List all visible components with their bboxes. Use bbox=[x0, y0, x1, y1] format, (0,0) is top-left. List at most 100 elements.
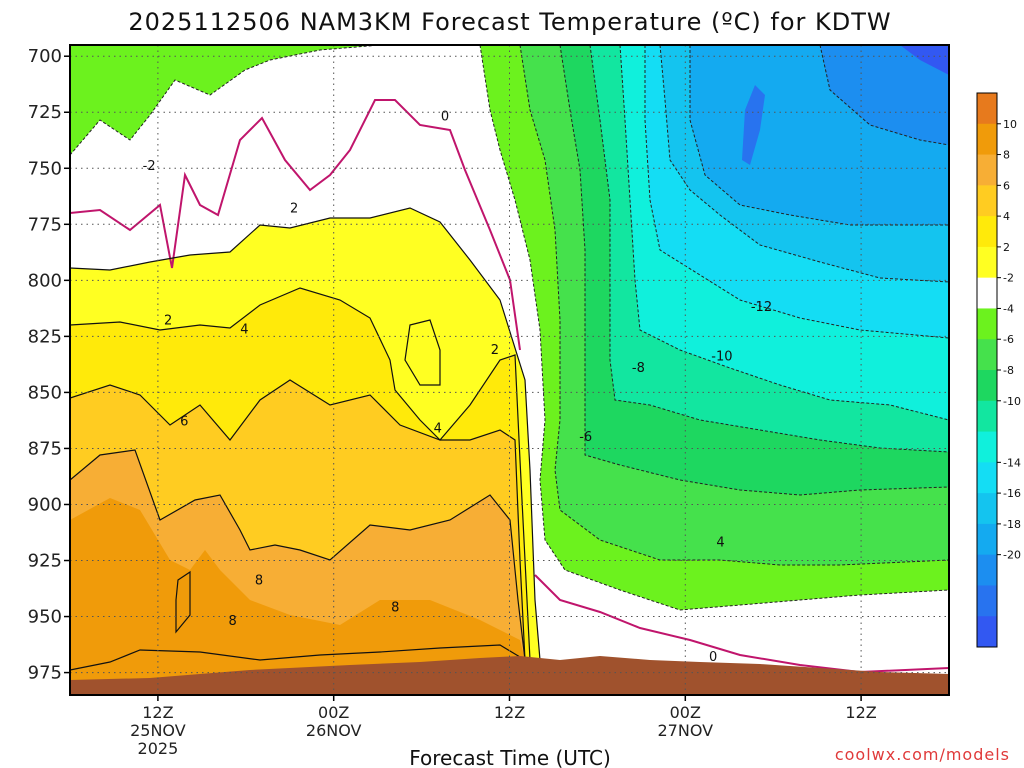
colorbar-label: -16 bbox=[1003, 487, 1021, 500]
colorbar-swatch bbox=[977, 308, 997, 340]
colorbar-swatch bbox=[977, 185, 997, 217]
colorbar-label: -14 bbox=[1003, 456, 1021, 469]
contour-label: 8 bbox=[391, 601, 399, 616]
contour-label: 8 bbox=[228, 614, 236, 629]
band-left-green-top bbox=[70, 45, 380, 155]
colorbar-label: 2 bbox=[1003, 241, 1010, 254]
y-tick-label: 975 bbox=[28, 663, 62, 684]
x-axis-label: Forecast Time (UTC) bbox=[409, 746, 611, 768]
y-tick-label: 875 bbox=[28, 438, 62, 459]
colorbar-label: 8 bbox=[1003, 149, 1010, 162]
x-tick-label: 12Z bbox=[494, 703, 525, 722]
colorbar-swatch bbox=[977, 93, 997, 125]
colorbar-swatch bbox=[977, 277, 997, 309]
colorbar-swatch bbox=[977, 216, 997, 248]
contour-label: 4 bbox=[240, 323, 248, 338]
y-tick-label: 825 bbox=[28, 326, 62, 347]
contour-minus18 bbox=[819, 45, 949, 146]
warm-pocket-contour bbox=[404, 319, 441, 386]
x-tick-label: 00Z bbox=[670, 703, 701, 722]
x-tick-label: 12Z bbox=[845, 703, 876, 722]
x-tick-label: 00Z bbox=[318, 703, 349, 722]
colorbar-swatch bbox=[977, 616, 997, 648]
y-tick-label: 750 bbox=[28, 158, 62, 179]
contour-label: -8 bbox=[632, 361, 645, 376]
x-tick-label: 2025 bbox=[138, 739, 179, 758]
colorbar-swatch bbox=[977, 493, 997, 525]
y-tick-label: 900 bbox=[28, 494, 62, 515]
contour-4 bbox=[70, 287, 531, 661]
y-tick-label: 725 bbox=[28, 102, 62, 123]
credit-text: coolwx.com/models bbox=[835, 745, 1010, 764]
contour-8 bbox=[70, 449, 526, 661]
y-axis: 700 725 750 775 800 825 850 875 900 925 950 975 bbox=[28, 46, 70, 684]
contour-label: -10 bbox=[711, 350, 732, 365]
colorbar-label: -8 bbox=[1003, 364, 1014, 377]
ground-terrain bbox=[70, 656, 949, 695]
y-tick-label: 800 bbox=[28, 270, 62, 291]
colorbar-swatch bbox=[977, 246, 997, 279]
contour-label: 8 bbox=[255, 574, 263, 589]
colorbar-swatch bbox=[977, 431, 997, 463]
contour-label: 2 bbox=[164, 314, 172, 329]
colorbar-swatch bbox=[977, 154, 997, 186]
contour-minus12 bbox=[644, 45, 949, 339]
colorbar-swatch bbox=[977, 123, 997, 156]
contour-label: -6 bbox=[579, 430, 592, 445]
colorbar: 10 8 6 4 2 -2 -4 -6 -8 -10 -14 -16 -18 -20 bbox=[976, 92, 1021, 648]
x-tick-label: 27NOV bbox=[658, 721, 714, 740]
colorbar-label: -2 bbox=[1003, 272, 1014, 285]
contour-minus8 bbox=[589, 45, 949, 453]
colorbar-swatch bbox=[977, 523, 997, 556]
contour-6 bbox=[70, 379, 526, 661]
colorbar-label: 10 bbox=[1003, 118, 1017, 131]
contour-label: 4 bbox=[434, 421, 442, 436]
y-tick-label: 775 bbox=[28, 214, 62, 235]
plot-area: 0 0 -2 2 2 2 4 4 4 6 8 8 8 -6 -8 -10 -12 bbox=[70, 45, 949, 695]
colorbar-label: -4 bbox=[1003, 302, 1014, 315]
contour-label: 0 bbox=[709, 650, 717, 665]
colorbar-label: -18 bbox=[1003, 518, 1021, 531]
y-tick-label: 700 bbox=[28, 46, 62, 67]
band-minus20-below bbox=[900, 45, 949, 75]
chart-title: 2025112506 NAM3KM Forecast Temperature (… bbox=[128, 8, 891, 36]
contour-10 bbox=[70, 644, 526, 671]
colorbar-label: -6 bbox=[1003, 333, 1014, 346]
contour-label: 4 bbox=[716, 536, 724, 551]
contour-minus6 bbox=[559, 45, 949, 496]
x-tick-label: 25NOV bbox=[130, 721, 186, 740]
contour-minus14 bbox=[659, 45, 949, 283]
y-tick-label: 925 bbox=[28, 551, 62, 572]
contour-minus4 bbox=[519, 45, 949, 566]
contour-label: -2 bbox=[143, 159, 156, 174]
contour-labels: 0 0 -2 2 2 2 4 4 4 6 8 8 8 -6 -8 -10 -12 bbox=[143, 110, 772, 665]
contour-minus2 bbox=[479, 45, 949, 611]
contour-minus10 bbox=[619, 45, 949, 421]
colorbar-swatch bbox=[977, 370, 997, 402]
colorbar-swatch bbox=[977, 554, 997, 586]
colorbar-label: -20 bbox=[1003, 549, 1021, 562]
grid-lines bbox=[70, 45, 949, 695]
warm-pocket-small bbox=[175, 570, 191, 634]
contour-label: 2 bbox=[290, 202, 298, 217]
y-tick-label: 950 bbox=[28, 607, 62, 628]
band-minus18-minus20 bbox=[820, 45, 949, 145]
colorbar-label: 4 bbox=[1003, 210, 1010, 223]
colorbar-swatch bbox=[977, 462, 997, 494]
contour-minus16 bbox=[689, 45, 949, 226]
x-tick-label: 26NOV bbox=[306, 721, 362, 740]
zero-contour-upper bbox=[70, 99, 521, 351]
colorbar-label: 6 bbox=[1003, 179, 1010, 192]
contour-minus2-left bbox=[70, 45, 381, 156]
contour-label: 6 bbox=[180, 415, 188, 430]
contour-label: 2 bbox=[491, 343, 499, 358]
colorbar-label: -10 bbox=[1003, 395, 1021, 408]
x-tick-label: 12Z bbox=[142, 703, 173, 722]
colorbar-swatch bbox=[977, 339, 997, 371]
band-10-plus bbox=[70, 498, 525, 695]
cold-pocket bbox=[742, 85, 765, 165]
colorbar-swatch bbox=[977, 400, 997, 433]
contour-2 bbox=[70, 207, 541, 661]
